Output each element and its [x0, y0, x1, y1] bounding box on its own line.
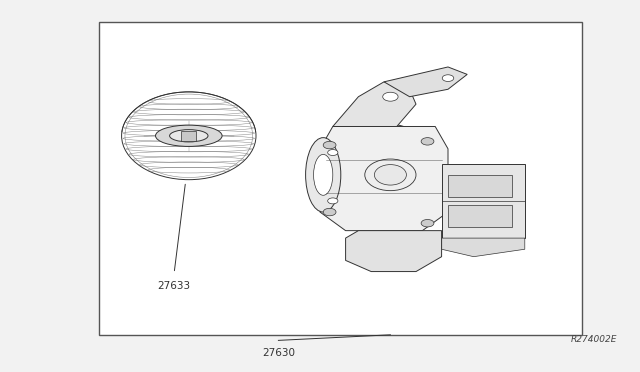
Polygon shape — [320, 126, 448, 231]
Ellipse shape — [314, 154, 333, 195]
Ellipse shape — [156, 125, 222, 147]
Polygon shape — [442, 164, 525, 238]
Bar — [448, 175, 512, 197]
Ellipse shape — [170, 130, 208, 142]
Text: 27633: 27633 — [157, 281, 191, 291]
Ellipse shape — [122, 92, 256, 180]
Circle shape — [323, 208, 336, 216]
Polygon shape — [384, 67, 467, 97]
Circle shape — [323, 141, 336, 149]
Ellipse shape — [307, 123, 448, 227]
Ellipse shape — [306, 138, 341, 212]
Polygon shape — [346, 231, 442, 272]
Circle shape — [442, 75, 454, 81]
Ellipse shape — [365, 159, 416, 191]
Circle shape — [328, 198, 338, 204]
Circle shape — [328, 150, 338, 155]
FancyBboxPatch shape — [181, 131, 196, 141]
Ellipse shape — [374, 165, 406, 185]
Text: R274002E: R274002E — [571, 335, 618, 344]
Circle shape — [421, 219, 434, 227]
Bar — [448, 205, 512, 227]
FancyBboxPatch shape — [99, 22, 582, 335]
Polygon shape — [333, 82, 416, 126]
Polygon shape — [442, 238, 525, 257]
Circle shape — [421, 138, 434, 145]
Circle shape — [383, 92, 398, 101]
Ellipse shape — [184, 134, 193, 137]
Text: 27630: 27630 — [262, 348, 295, 358]
